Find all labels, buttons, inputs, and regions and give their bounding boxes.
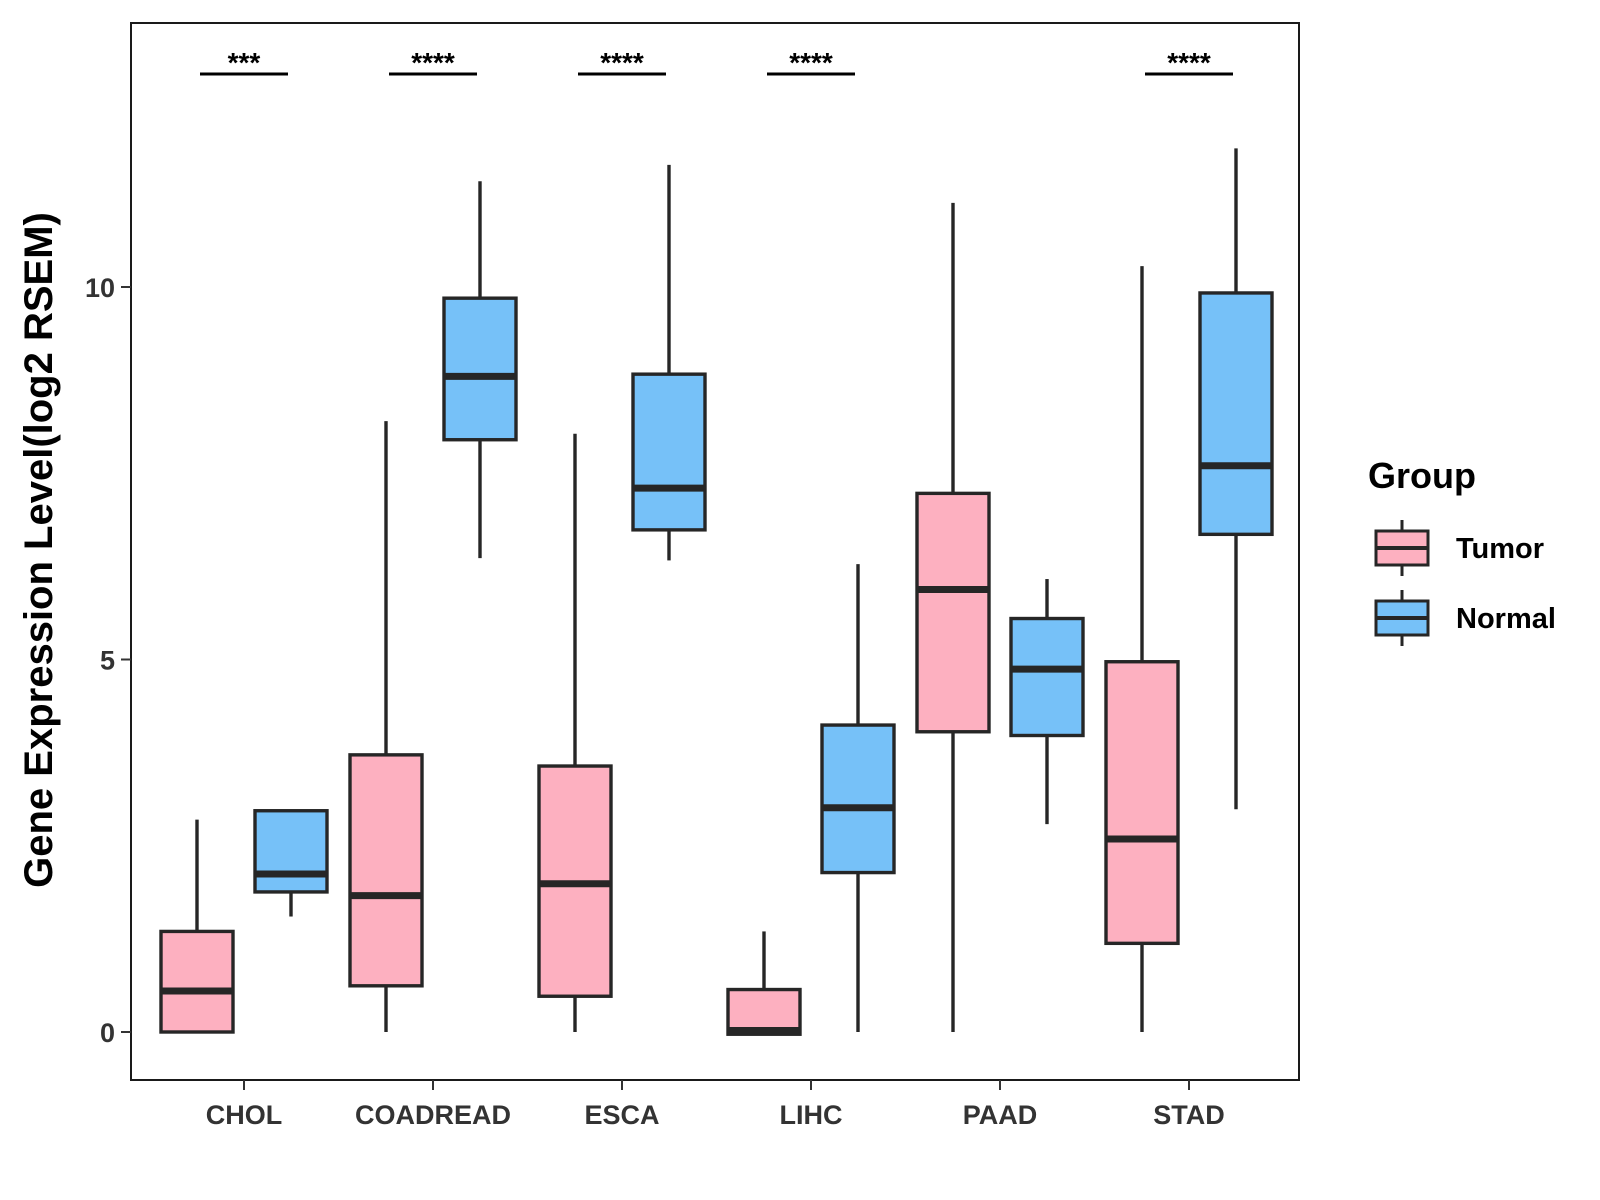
legend-label: Tumor <box>1456 533 1544 565</box>
box-body <box>253 809 329 894</box>
y-tick-label: 5 <box>100 646 115 676</box>
box-paad-normal <box>1009 579 1085 825</box>
significance-annotations: *** **** **** **** **** <box>200 47 1233 78</box>
x-axis: CHOL COADREAD ESCA LIHC PAAD STAD <box>206 1080 1225 1130</box>
legend-title: Group <box>1368 455 1476 496</box>
legend: Group Tumor Normal <box>1368 455 1556 646</box>
box-stad-tumor <box>1104 266 1180 1032</box>
box-body <box>442 296 518 442</box>
box-stad-normal <box>1198 148 1274 810</box>
box-paad-tumor <box>915 202 991 1032</box>
legend-item-normal: Normal <box>1374 590 1556 646</box>
y-tick-label: 10 <box>85 273 115 303</box>
box-body <box>159 929 235 1034</box>
box-body <box>820 723 896 875</box>
significance-label: **** <box>411 47 455 78</box>
box-body <box>631 372 707 532</box>
significance-label: **** <box>789 47 833 78</box>
box-coadread-tumor <box>348 421 424 1032</box>
significance-coadread: **** <box>389 47 477 78</box>
significance-stad: **** <box>1145 47 1233 78</box>
y-tick-label: 0 <box>100 1018 115 1048</box>
box-esca-normal <box>631 164 707 561</box>
x-tick-label: LIHC <box>780 1100 843 1130</box>
plot-panel <box>130 22 1300 1081</box>
box-body <box>1198 291 1274 537</box>
box-lihc-tumor <box>726 931 802 1036</box>
x-tick-label: ESCA <box>584 1100 659 1130</box>
box-body <box>726 987 802 1036</box>
legend-label: Normal <box>1456 603 1556 635</box>
box-body <box>1009 616 1085 738</box>
legend-item-tumor: Tumor <box>1374 520 1544 576</box>
box-body <box>348 753 424 988</box>
significance-label: **** <box>1167 47 1211 78</box>
box-body <box>915 491 991 734</box>
box-coadread-normal <box>442 181 518 559</box>
significance-label: **** <box>600 47 644 78</box>
box-chol-tumor <box>159 819 235 1034</box>
x-tick-label: CHOL <box>206 1100 283 1130</box>
x-tick-label: PAAD <box>963 1100 1038 1130</box>
significance-esca: **** <box>578 47 666 78</box>
box-body <box>1104 660 1180 946</box>
x-tick-label: STAD <box>1153 1100 1225 1130</box>
box-lihc-normal <box>820 564 896 1032</box>
box-esca-tumor <box>537 433 613 1032</box>
y-axis: 0 5 10 <box>85 273 131 1048</box>
significance-lihc: **** <box>767 47 855 78</box>
panel-border <box>130 22 1300 1081</box>
significance-chol: *** <box>200 47 288 78</box>
y-axis-title: Gene Expression Level(log2 RSEM) <box>17 212 61 888</box>
box-chol-normal <box>253 809 329 917</box>
x-tick-label: COADREAD <box>355 1100 511 1130</box>
significance-label: *** <box>228 47 261 78</box>
